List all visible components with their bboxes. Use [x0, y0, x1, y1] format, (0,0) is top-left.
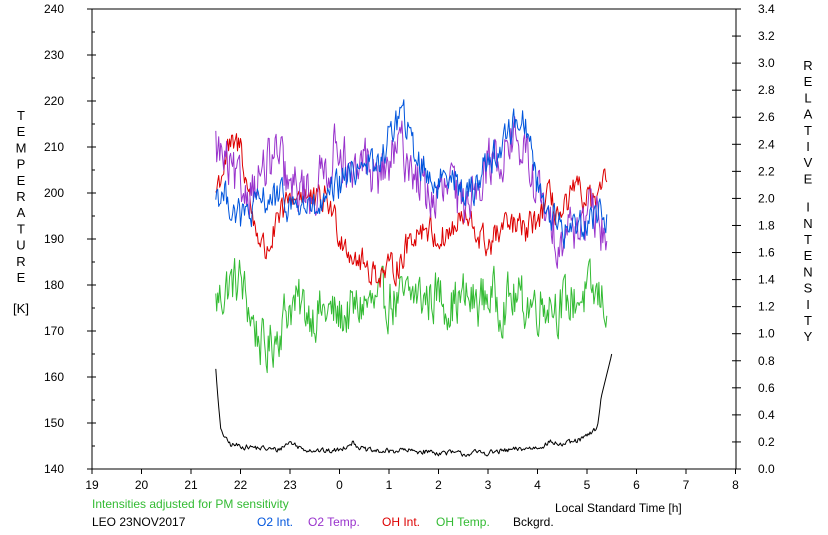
x-tick-label: 3 — [485, 478, 492, 492]
left-axis-letter: P — [17, 157, 26, 172]
right-axis-letter: S — [804, 281, 813, 296]
legend-item: O2 Int. — [257, 515, 294, 529]
right-tick-label: 1.8 — [758, 218, 775, 232]
x-tick-label: 19 — [85, 478, 99, 492]
left-axis-letter: U — [16, 238, 25, 253]
x-tick-label: 4 — [534, 478, 541, 492]
right-axis-letter: E — [804, 248, 813, 263]
left-tick-label: 140 — [44, 462, 64, 476]
right-tick-label: 2.4 — [758, 137, 775, 151]
left-tick-label: 160 — [44, 370, 64, 384]
left-axis-letter: A — [17, 205, 26, 220]
right-tick-label: 3.0 — [758, 56, 775, 70]
right-axis-letter: Y — [804, 329, 813, 344]
legend-item: OH Temp. — [436, 515, 490, 529]
x-tick-label: 7 — [683, 478, 690, 492]
right-axis-letter: T — [804, 313, 812, 328]
right-tick-label: 0.6 — [758, 381, 775, 395]
x-tick-label: 5 — [584, 478, 591, 492]
left-tick-label: 150 — [44, 416, 64, 430]
right-tick-label: 0.2 — [758, 435, 775, 449]
right-tick-label: 2.6 — [758, 110, 775, 124]
station-date-label: LEO 23NOV2017 — [92, 515, 186, 529]
series-lines — [215, 99, 613, 457]
right-axis-letter: E — [804, 171, 813, 186]
right-axis-letter: I — [806, 139, 810, 154]
left-tick-label: 220 — [44, 94, 64, 108]
left-tick-label: 240 — [44, 2, 64, 16]
left-axis: 240 230 220 210 200 190 180 170 160 150 140 — [44, 2, 96, 476]
series-line-oh-temp — [215, 258, 608, 374]
x-tick-label: 22 — [234, 478, 248, 492]
left-tick-label: 190 — [44, 232, 64, 246]
left-tick-label: 200 — [44, 186, 64, 200]
left-axis-letter: R — [16, 254, 25, 269]
right-tick-label: 0.4 — [758, 408, 775, 422]
x-tick-label: 2 — [435, 478, 442, 492]
x-tick-label: 0 — [336, 478, 343, 492]
left-axis-letter: R — [16, 189, 25, 204]
right-tick-label: 2.8 — [758, 83, 775, 97]
series-line-o2-temp — [215, 116, 608, 269]
series-line-bckgrd — [215, 353, 613, 457]
right-tick-label: 1.0 — [758, 327, 775, 341]
left-axis-letter: E — [17, 173, 26, 188]
right-tick-label: 2.2 — [758, 164, 775, 178]
right-axis-letter: V — [804, 155, 813, 170]
series-line-o2-int — [215, 99, 608, 249]
left-tick-label: 210 — [44, 140, 64, 154]
series-line-oh-int — [215, 133, 608, 288]
right-axis-letter: A — [804, 107, 813, 122]
legend-item: Bckgrd. — [513, 515, 554, 529]
left-axis-letter: T — [17, 221, 25, 236]
left-axis-letter: T — [17, 108, 25, 123]
x-tick-label: 21 — [184, 478, 198, 492]
x-tick-label: 1 — [386, 478, 393, 492]
legend-item: OH Int. — [382, 515, 421, 529]
right-tick-label: 3.4 — [758, 2, 775, 16]
right-axis-letter: N — [803, 216, 812, 231]
left-tick-label: 170 — [44, 324, 64, 338]
right-tick-label: 2.0 — [758, 191, 775, 205]
right-tick-label: 0.8 — [758, 354, 775, 368]
x-tick-label: 23 — [283, 478, 297, 492]
x-tick-label: 6 — [633, 478, 640, 492]
left-axis-letter: M — [16, 140, 27, 155]
right-axis-letter: I — [806, 297, 810, 312]
right-axis-letter: N — [803, 264, 812, 279]
right-tick-label: 3.2 — [758, 29, 775, 43]
x-tick-label: 8 — [732, 478, 739, 492]
plot-frame — [91, 8, 737, 470]
right-axis-letter: R — [803, 58, 812, 73]
right-axis-letter: I — [806, 200, 810, 215]
x-axis-title: Local Standard Time [h] — [555, 501, 682, 515]
right-tick-label: 1.4 — [758, 273, 775, 287]
left-tick-label: 230 — [44, 48, 64, 62]
right-tick-label: 1.2 — [758, 300, 775, 314]
left-axis-unit: [K] — [13, 301, 29, 316]
x-tick-label: 20 — [135, 478, 149, 492]
left-tick-label: 180 — [44, 278, 64, 292]
right-tick-label: 1.6 — [758, 246, 775, 260]
left-axis-letter: E — [17, 124, 26, 139]
right-axis-letter: T — [804, 232, 812, 247]
right-tick-label: 0.0 — [758, 462, 775, 476]
legend-item: O2 Temp. — [308, 515, 360, 529]
right-axis: 3.4 3.2 3.0 2.8 2.6 2.4 2.2 2.0 1.8 1.6 1.4 1.2 1.0 0… — [732, 2, 775, 476]
right-axis-letter: E — [804, 74, 813, 89]
right-axis-letter: T — [804, 123, 812, 138]
x-axis: 19 20 21 22 23 0 1 2 3 4 5 6 7 8 — [85, 469, 739, 492]
right-axis-letter: L — [804, 90, 811, 105]
sensitivity-note: Intensities adjusted for PM sensitivity — [92, 497, 289, 511]
left-axis-letter: E — [17, 270, 26, 285]
